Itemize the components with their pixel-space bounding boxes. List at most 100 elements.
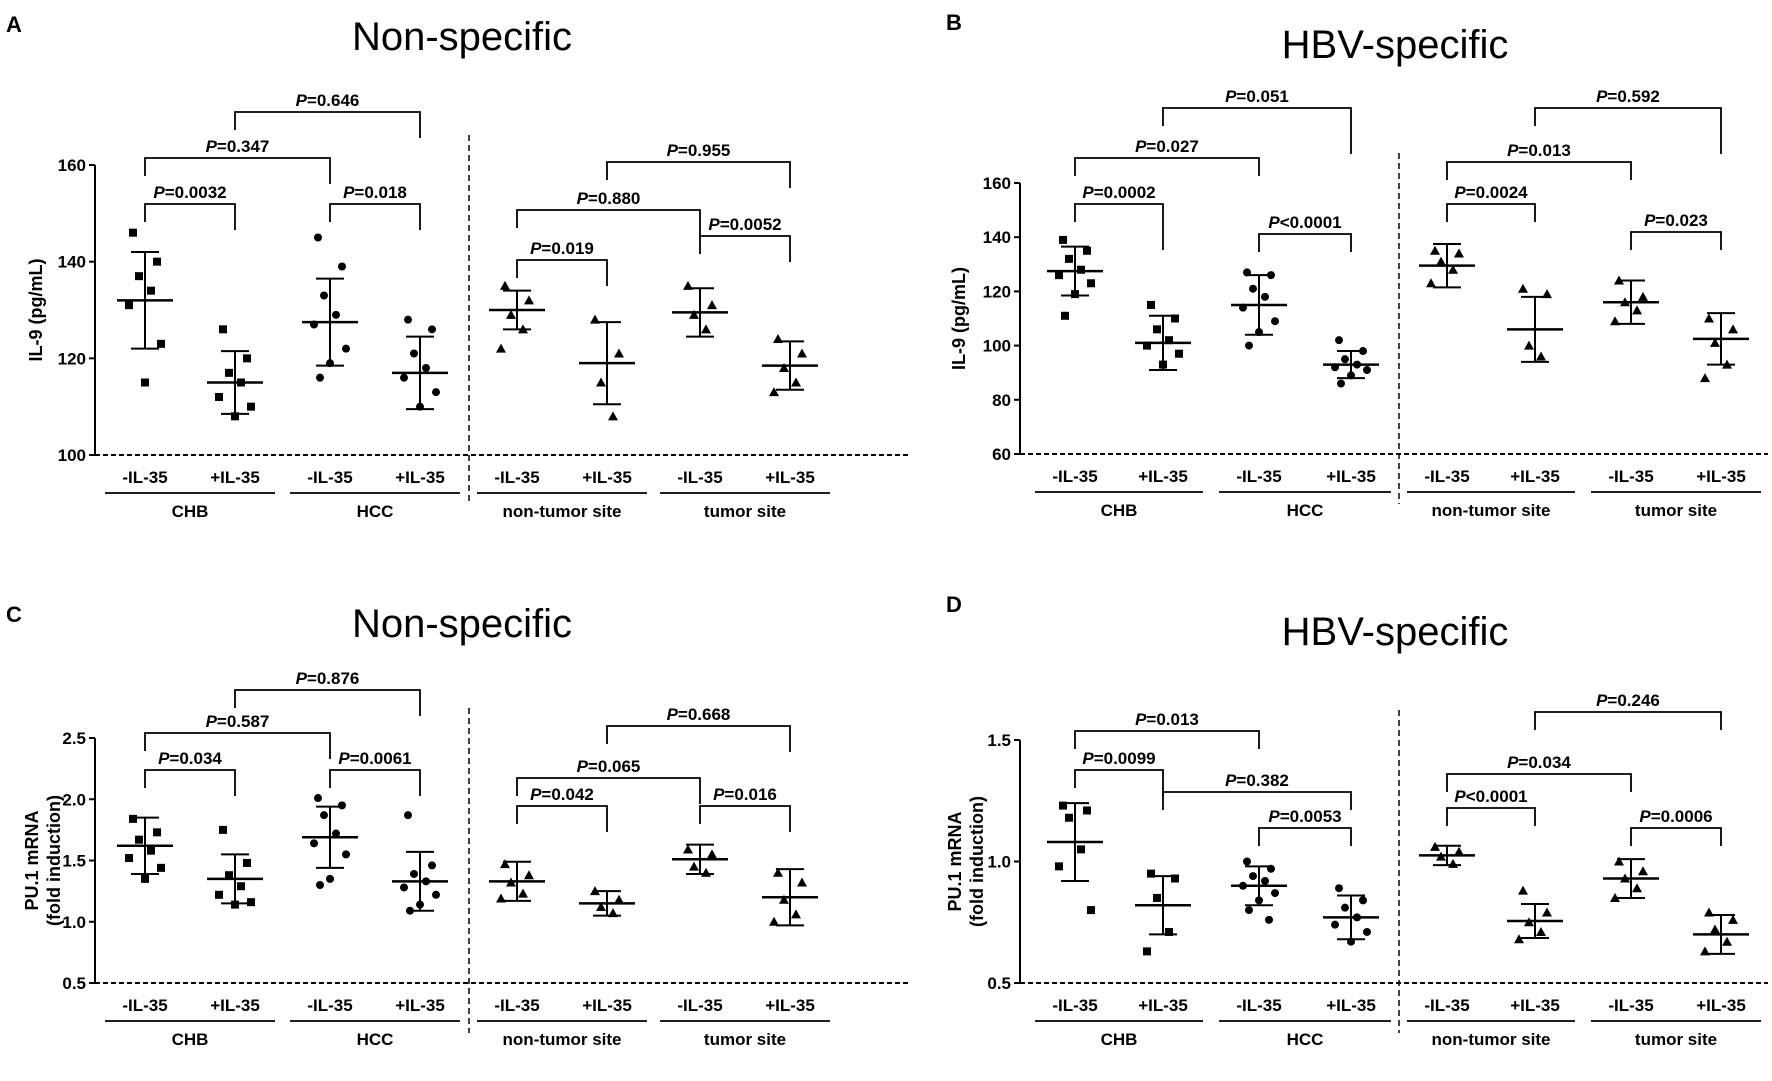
y-tick-label: 1.0 <box>62 913 86 932</box>
data-point <box>1341 355 1349 364</box>
data-point <box>332 829 340 838</box>
x-tick-label: -IL-35 <box>1424 467 1469 486</box>
data-point <box>773 867 783 877</box>
data-point <box>791 909 801 919</box>
p-value-text: =0.0053 <box>1280 807 1342 826</box>
data-point <box>1059 801 1067 810</box>
data-point <box>310 839 318 848</box>
chart-title: Non-specific <box>352 602 572 646</box>
data-point <box>316 881 324 889</box>
data-point <box>1728 324 1738 334</box>
x-tick-label: -IL-35 <box>494 996 539 1015</box>
panel-letter: C <box>6 602 22 627</box>
data-point <box>689 861 699 871</box>
p-value-symbol: P <box>1225 87 1237 106</box>
chart-title: HBV-specific <box>1282 610 1509 654</box>
p-value-symbol: P <box>153 183 165 202</box>
data-point <box>1171 874 1179 883</box>
panel-c: C Non-specific PU.1 mRNA (fold induction) 0.… <box>6 602 908 1049</box>
p-value-label: P=0.646 <box>296 91 360 110</box>
group-label: CHB <box>1101 1030 1138 1049</box>
data-point <box>1055 862 1063 871</box>
p-value-symbol: P <box>1135 137 1147 156</box>
p-value-label: P=0.246 <box>1596 691 1660 710</box>
p-value-text: =0.0032 <box>165 183 227 202</box>
y-tick-label: 140 <box>983 228 1011 247</box>
data-point <box>153 828 161 837</box>
group-label: tumor site <box>704 502 786 521</box>
data-point <box>316 373 324 382</box>
group-label: tumor site <box>1635 1030 1717 1049</box>
data-point <box>1077 845 1085 854</box>
data-point <box>428 861 436 870</box>
data-point <box>1710 924 1720 934</box>
panel-letter: B <box>946 10 962 35</box>
y-axis-label-line: (fold induction) <box>967 796 987 927</box>
data-point <box>125 301 133 310</box>
group-label: non-tumor site <box>503 1030 622 1049</box>
p-value-text: =0.013 <box>1518 141 1570 160</box>
p-value-label: P=0.587 <box>206 712 270 731</box>
comparison-bracket <box>144 732 331 759</box>
data-point <box>1175 349 1183 358</box>
p-value-symbol: P <box>1268 213 1280 232</box>
p-value-label: P=0.016 <box>713 785 777 804</box>
data-point <box>500 859 510 869</box>
p-value-text: =0.016 <box>724 785 776 804</box>
data-point <box>506 309 516 319</box>
p-value-symbol: P <box>158 749 170 768</box>
data-point <box>1536 351 1546 361</box>
p-value-label: P=0.034 <box>158 749 222 768</box>
x-tick-label: -IL-35 <box>1236 467 1281 486</box>
p-value-text: =0.019 <box>541 239 593 258</box>
p-value-symbol: P <box>206 137 218 156</box>
data-point <box>1430 245 1440 255</box>
data-point <box>769 916 779 926</box>
comparison-bracket <box>1534 711 1722 730</box>
p-value-symbol: P <box>1135 710 1147 729</box>
data-point <box>404 811 412 820</box>
data-point <box>1065 254 1073 263</box>
p-value-label: P=0.876 <box>296 669 360 688</box>
p-value-label: P=0.023 <box>1644 211 1708 230</box>
p-value-text: =0.880 <box>588 189 640 208</box>
group-label: CHB <box>172 1030 209 1049</box>
panel-d: D HBV-specific PU.1 mRNA (fold induction) 0.… <box>945 592 1768 1049</box>
x-tick-label: -IL-35 <box>1052 467 1097 486</box>
data-point <box>1265 915 1273 924</box>
group-label: non-tumor site <box>1432 501 1551 520</box>
data-point <box>342 344 350 353</box>
data-point <box>779 363 789 372</box>
data-point <box>1077 265 1085 274</box>
data-point <box>1704 313 1714 323</box>
p-value-label: P=0.027 <box>1135 137 1199 156</box>
x-tick-label: -IL-35 <box>677 996 722 1015</box>
p-value-symbol: P <box>1225 771 1237 790</box>
data-point <box>225 871 233 880</box>
x-tick-label: +IL-35 <box>765 468 815 487</box>
data-point <box>1638 291 1648 301</box>
data-point <box>247 402 255 411</box>
data-point <box>326 874 334 883</box>
panel-letter: A <box>6 12 22 37</box>
data-point <box>1518 283 1528 293</box>
p-value-symbol: P <box>1082 183 1094 202</box>
y-tick-label: 0.5 <box>62 974 86 993</box>
data-point <box>1359 896 1367 905</box>
y-tick-label: 120 <box>58 349 86 368</box>
group-label: HCC <box>1287 501 1324 520</box>
data-point <box>410 349 418 358</box>
data-point <box>496 343 506 353</box>
data-point <box>338 262 346 271</box>
data-point <box>797 348 807 358</box>
y-tick-label: 100 <box>58 446 86 465</box>
comparison-bracket <box>1534 107 1722 154</box>
data-point <box>428 325 436 334</box>
p-value-text: =0.0006 <box>1651 807 1713 826</box>
p-value-symbol: P <box>1454 183 1466 202</box>
p-value-text: =0.042 <box>541 785 593 804</box>
data-point <box>1087 906 1095 915</box>
p-value-text: =0.051 <box>1236 87 1288 106</box>
x-tick-label: +IL-35 <box>210 468 260 487</box>
data-point <box>791 377 801 387</box>
